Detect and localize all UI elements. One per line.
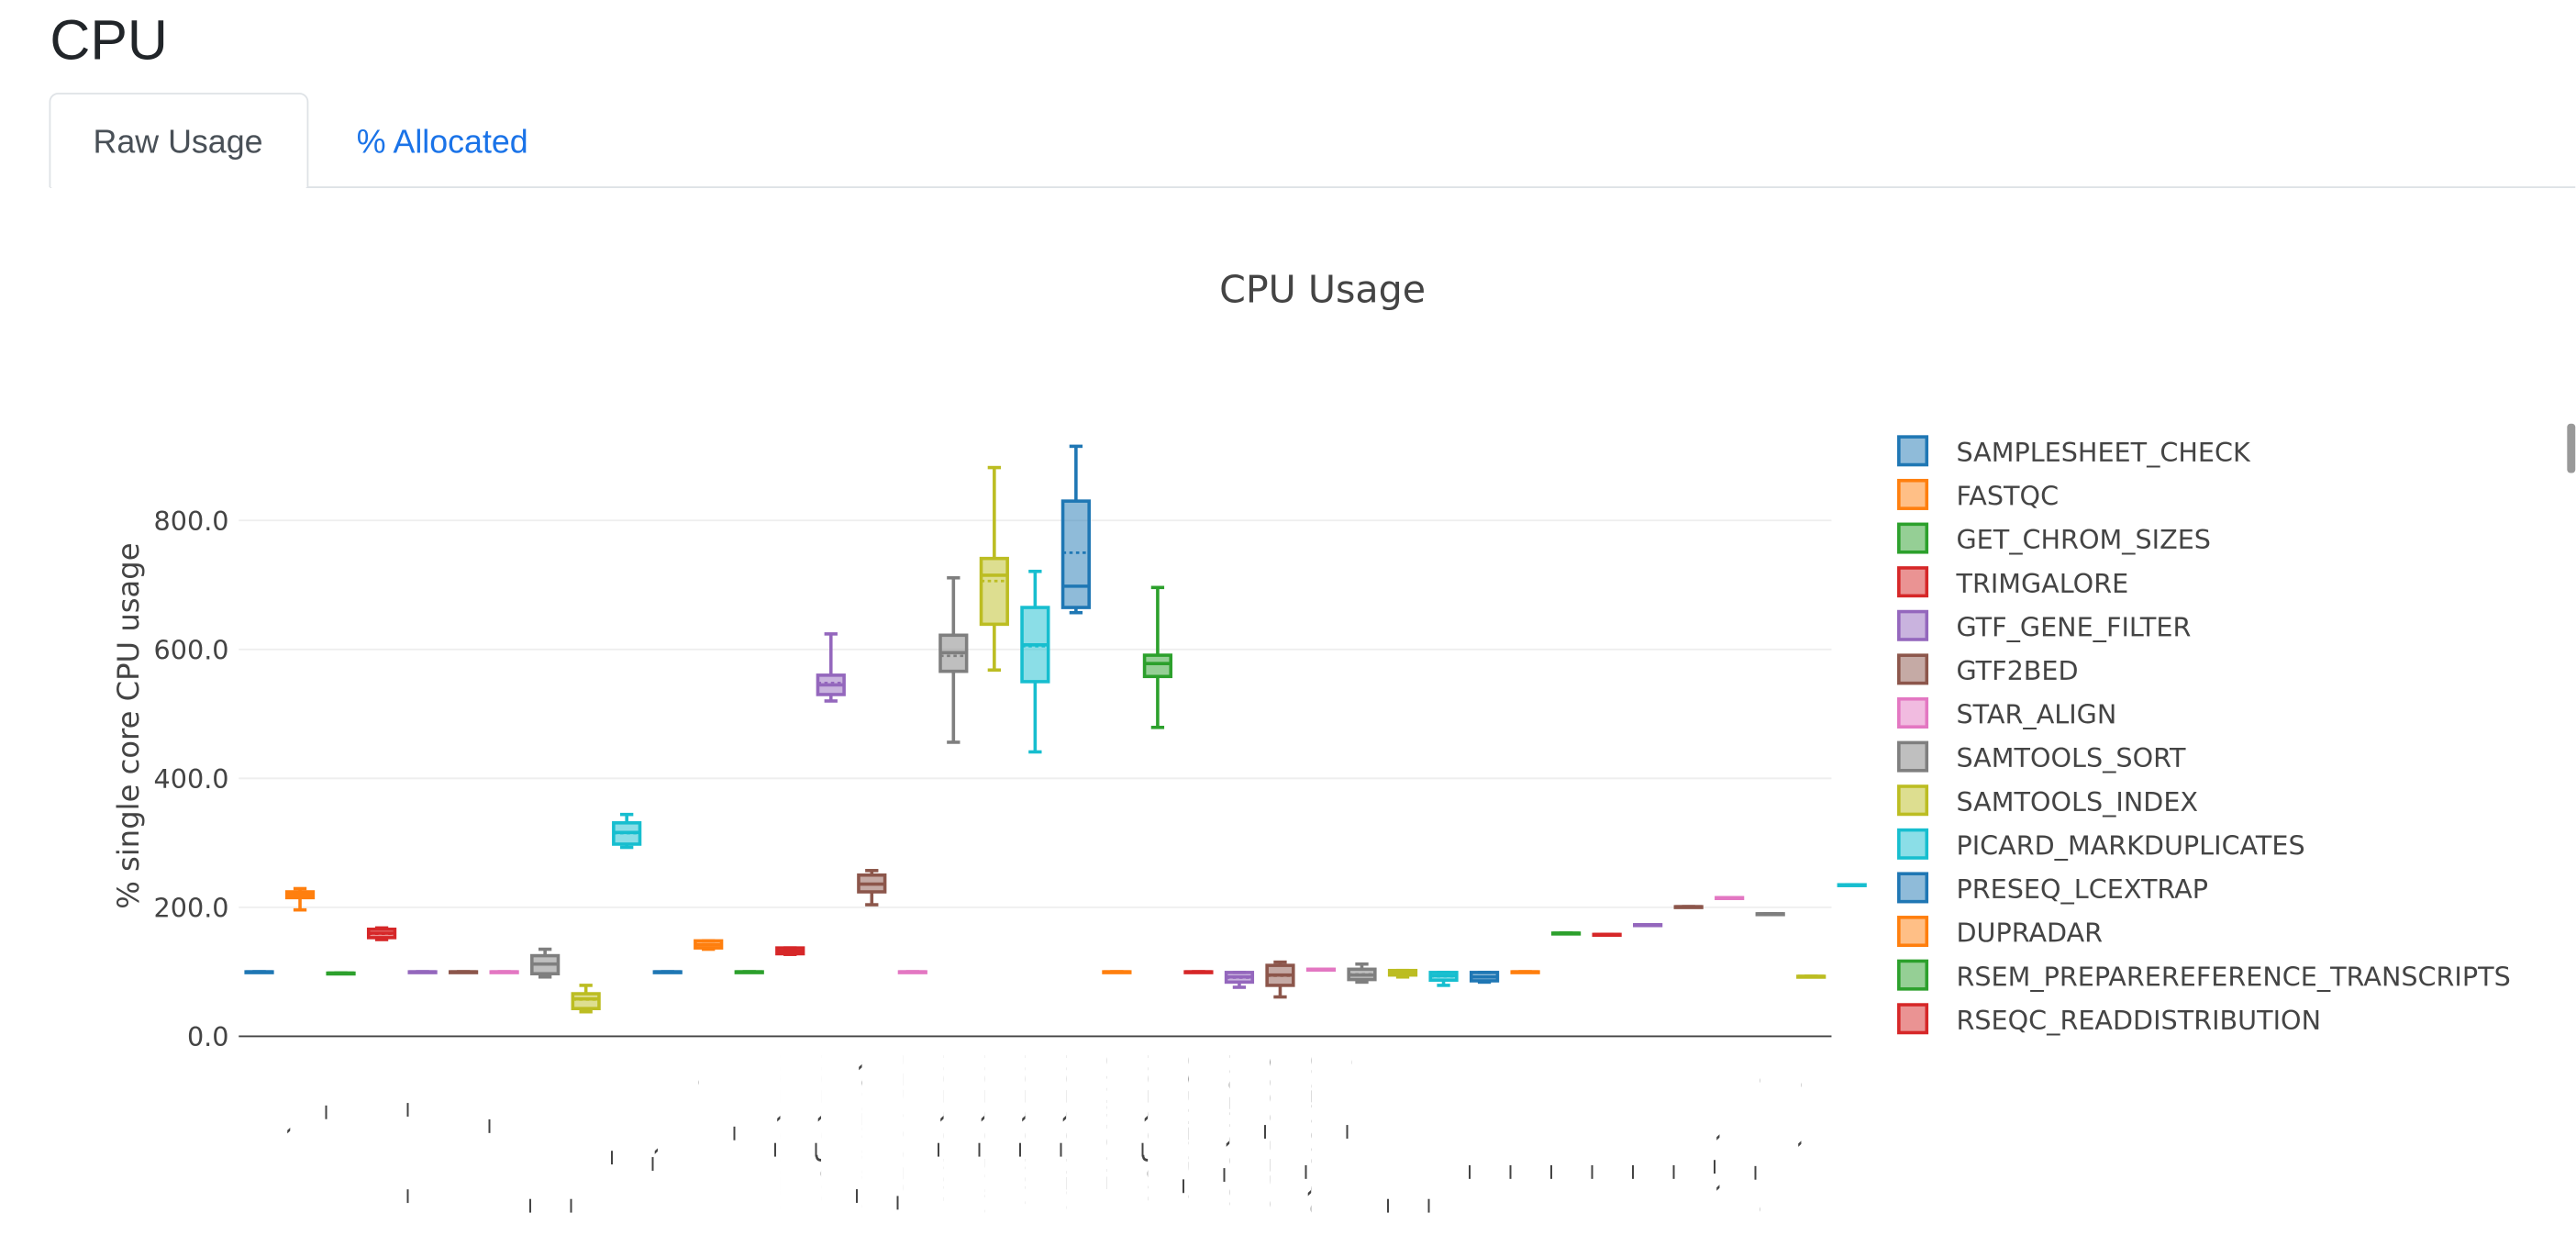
- x-tick-label: RSEQC_JUN: [1141, 1052, 1172, 1203]
- x-tick-label: SAMTOOLS_: [1427, 1052, 1459, 1213]
- legend-swatch: [1897, 478, 1929, 510]
- y-tick-label: 0.0: [187, 1021, 229, 1052]
- y-tick-label: 400.0: [154, 763, 229, 795]
- x-tick-label: SAMTOOLS_: [1386, 1052, 1417, 1213]
- legend-label: RSEM_PREPAREREFERENCE_TRANSCRIPTS: [1956, 961, 2510, 992]
- x-tick-label: SALMON_SE: [1549, 1052, 1581, 1211]
- legend-label: PICARD_MARKDUPLICATES: [1956, 829, 2304, 861]
- x-tick-label: PRESEQ_LCI: [651, 1052, 683, 1211]
- x-tick-label: PICARD_MA: [610, 1052, 641, 1205]
- x-tick-label: GET_CHROM: [325, 1052, 356, 1218]
- y-tick-label: 800.0: [154, 506, 229, 537]
- x-tick-label: GTF_GENE_: [406, 1052, 438, 1203]
- x-tick-label: SALMON_QU: [1305, 1052, 1336, 1218]
- legend-label: GTF2BED: [1956, 655, 2078, 686]
- chart-title: CPU Usage: [1219, 267, 1426, 311]
- x-tick-label: SUBREAD_F: [1183, 1052, 1214, 1207]
- y-tick-label: 600.0: [154, 635, 229, 666]
- legend-swatch: [1897, 1003, 1929, 1035]
- x-tick-label: RSEQC_REA: [1060, 1052, 1091, 1209]
- x-tick-label: SAMPLESHE: [243, 1052, 274, 1210]
- legend-swatch: [1897, 784, 1929, 817]
- x-tick-label: TRIMGALOR: [365, 1051, 396, 1208]
- x-tick-label: QUALIMAP_I: [856, 1052, 887, 1210]
- legend-label: PRESEQ_LCEXTRAP: [1956, 873, 2208, 905]
- x-tick-label: SALMON_TX: [1509, 1052, 1540, 1212]
- legend-swatch: [1897, 609, 1929, 641]
- legend-swatch: [1897, 828, 1929, 860]
- x-tick-label: STAR_ALIGN: [488, 1052, 519, 1213]
- x-tick-label: GTF2BED: [447, 1052, 478, 1174]
- x-tick-label: SALMON_SE: [1631, 1052, 1662, 1211]
- y-axis-title: % single core CPU usage: [111, 542, 146, 908]
- tab-gap: [51, 180, 306, 191]
- x-tick-label: MULTIQC_CI: [1223, 1052, 1254, 1207]
- legend-swatch: [1897, 740, 1929, 773]
- x-tick-label: MULTIQC: [1794, 1052, 1826, 1168]
- legend-swatch: [1897, 872, 1929, 904]
- legend-swatch: [1897, 959, 1929, 991]
- x-tick-label: DUPRADAR: [692, 1052, 723, 1199]
- x-tick-label: RSEQC_INN: [938, 1052, 969, 1203]
- x-tick-label: RSEQC_BAM: [978, 1052, 1009, 1215]
- x-tick-label: SALMON_SE: [1591, 1052, 1622, 1211]
- x-tick-label: RSEM_PREP: [733, 1052, 764, 1207]
- legend-swatch: [1897, 653, 1929, 685]
- x-tick-label: RSEQC_REA: [774, 1052, 805, 1209]
- x-tick-label: DESEQ2_QC: [1713, 1052, 1744, 1212]
- x-tick-label: STRINGTIE: [1101, 1052, 1132, 1191]
- legend-swatch: [1897, 696, 1929, 729]
- legend-label: GTF_GENE_FILTER: [1956, 611, 2191, 642]
- legend-swatch: [1897, 566, 1929, 598]
- y-tick-label: 200.0: [154, 893, 229, 924]
- box: [979, 556, 1009, 627]
- x-tick-label: UCSC_BEDG: [1346, 1052, 1377, 1213]
- active-tab[interactable]: [49, 93, 309, 188]
- legend-label: SAMPLESHEET_CHECK: [1956, 437, 2251, 468]
- legend-label: SAMTOOLS_SORT: [1956, 742, 2185, 773]
- tab[interactable]: % Allocated: [357, 123, 528, 160]
- legend-label: DUPRADAR: [1956, 918, 2103, 949]
- legend-label: STAR_ALIGN: [1956, 699, 2116, 730]
- heading: CPU: [50, 8, 167, 71]
- legend-swatch: [1897, 522, 1929, 554]
- scrollbar[interactable]: [2567, 423, 2576, 473]
- x-tick-label: FASTQC: [283, 1052, 315, 1155]
- x-tick-label: SAMTOOLS_: [570, 1052, 601, 1213]
- legend-swatch: [1897, 916, 1929, 948]
- x-tick-label: RSEQC_INFI: [1019, 1052, 1050, 1207]
- legend-label: FASTQC: [1956, 481, 2059, 512]
- x-tick-label: SAMTOOLS_: [528, 1052, 560, 1213]
- box: [1142, 653, 1173, 679]
- x-tick-label: SALMON_TX: [1468, 1052, 1499, 1212]
- x-tick-label: BEDTOOLS_: [896, 1052, 927, 1209]
- x-tick-label: RSEQC_JUN: [815, 1052, 846, 1203]
- x-tick-label: CUSTOM_DU: [1754, 1052, 1785, 1218]
- legend-label: TRIMGALORE: [1955, 568, 2128, 599]
- legend-swatch: [1897, 435, 1929, 467]
- legend-label: RSEQC_READDISTRIBUTION: [1956, 1005, 2321, 1036]
- box: [571, 992, 601, 1010]
- tab[interactable]: Raw Usage: [94, 123, 263, 160]
- x-tick-label: SALMON_SE: [1672, 1052, 1704, 1211]
- legend-label: GET_CHROM_SIZES: [1956, 524, 2210, 555]
- legend-label: SAMTOOLS_INDEX: [1956, 786, 2198, 818]
- box: [1060, 499, 1091, 609]
- x-tick-label: UCSC_BEDC: [1264, 1052, 1295, 1211]
